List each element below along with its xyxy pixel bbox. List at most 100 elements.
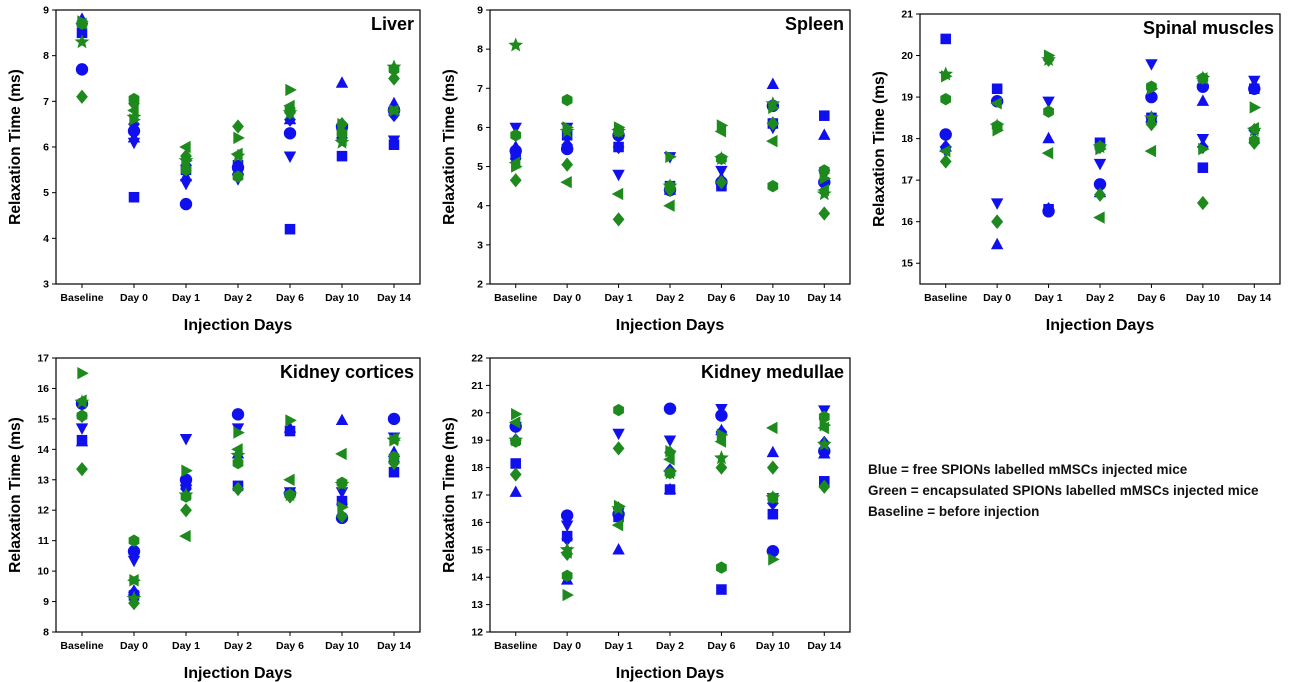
data-point-blue-circle	[663, 402, 677, 415]
data-point-green-triangle-right	[1095, 142, 1107, 156]
data-point-blue-circle	[387, 412, 401, 426]
y-tick-label: 11	[38, 535, 49, 547]
y-tick-label: 3	[477, 239, 483, 251]
data-point-green-hexagon	[940, 92, 952, 106]
data-point-green-triangle-right	[1198, 142, 1210, 156]
x-tick-label: Day 0	[983, 292, 1011, 304]
y-tick-label: 18	[901, 133, 913, 145]
data-point-green-diamond	[715, 175, 728, 190]
x-tick-label: Day 10	[325, 640, 359, 652]
data-point-blue-triangle-down	[715, 404, 728, 416]
y-tick-label: 8	[43, 627, 49, 639]
y-tick-label: 8	[43, 50, 49, 62]
x-tick-label: Day 2	[656, 640, 684, 652]
data-point-blue-triangle-down	[612, 169, 625, 182]
legend-note-baseline: Baseline = before injection	[868, 504, 1040, 519]
x-tick-label: Day 6	[707, 640, 735, 652]
y-tick-label: 6	[43, 142, 49, 154]
data-point-green-diamond	[76, 461, 88, 477]
data-point-green-star	[1144, 110, 1159, 125]
y-tick-label: 18	[471, 462, 483, 474]
data-point-blue-diamond	[1042, 202, 1055, 217]
data-point-blue-square	[510, 458, 521, 469]
data-point-green-triangle-left	[560, 176, 572, 189]
x-tick-label: Day 14	[377, 292, 411, 304]
data-point-green-hexagon	[180, 490, 192, 503]
data-point-green-diamond	[939, 154, 952, 169]
data-point-green-triangle-right	[511, 160, 523, 173]
chart-panel-kidney-cortices: 8 9 10 11 12 13 14 15 16 17 Baseline Day 0 Day 1 Day …	[7, 353, 421, 682]
x-tick-label: Day 6	[276, 292, 304, 304]
chart-title: Kidney medullae	[701, 362, 844, 382]
x-tick-label: Day 1	[172, 640, 200, 652]
data-point-green-triangle-left	[611, 187, 624, 201]
data-point-green-hexagon	[767, 491, 779, 504]
y-tick-label: 9	[43, 5, 49, 17]
data-point-blue-circle	[939, 128, 952, 141]
data-point-green-triangle-left	[335, 447, 347, 461]
data-point-green-diamond	[1196, 195, 1209, 211]
data-point-green-diamond	[991, 214, 1004, 229]
data-point-blue-triangle-down	[715, 165, 728, 178]
y-tick-label: 20	[471, 407, 483, 419]
y-tick-label: 7	[477, 83, 483, 95]
data-point-green-triangle-left	[766, 134, 778, 148]
data-point-green-triangle-right	[77, 367, 89, 380]
data-point-green-hexagon	[664, 179, 676, 193]
data-point-blue-triangle-up	[612, 542, 625, 555]
data-point-green-triangle-left	[817, 183, 829, 197]
data-point-green-triangle-right	[181, 464, 193, 477]
chart-title: Liver	[371, 14, 414, 34]
x-tick-label: Day 0	[553, 292, 581, 304]
data-point-blue-square	[767, 508, 779, 520]
data-point-blue-triangle-up	[75, 434, 89, 447]
data-point-green-triangle-left	[1041, 146, 1054, 160]
x-axis-label: Injection Days	[616, 317, 725, 334]
x-tick-label: Baseline	[494, 640, 537, 652]
plot-frame	[55, 9, 421, 285]
data-point-blue-triangle-up	[818, 128, 831, 140]
y-axis-label: Relaxation Time (ms)	[7, 417, 24, 573]
chart-title: Spleen	[785, 14, 844, 34]
data-point-blue-triangle-down	[127, 555, 141, 568]
y-tick-label: 5	[477, 161, 483, 173]
y-tick-label: 14	[37, 444, 49, 456]
data-point-blue-triangle-down	[335, 487, 349, 499]
chart-panel-liver: 3 4 5 6 7 8 9 Baseline Day 0 Day 1 Day 2 Day 6 Day 1…	[7, 5, 421, 334]
data-point-green-diamond	[232, 481, 244, 497]
data-point-green-hexagon	[128, 534, 140, 547]
y-tick-label: 4	[43, 233, 49, 245]
x-tick-label: Day 10	[756, 292, 790, 304]
data-point-blue-square	[561, 129, 573, 141]
data-point-green-triangle-right	[1249, 101, 1262, 114]
data-point-blue-square	[940, 33, 951, 45]
y-axis-label: Relaxation Time (ms)	[441, 69, 458, 225]
data-point-blue-triangle-down	[509, 122, 522, 135]
y-tick-label: 14	[471, 572, 483, 584]
data-point-blue-triangle-down	[560, 520, 574, 532]
data-point-green-triangle-right	[511, 407, 523, 421]
y-tick-label: 13	[37, 474, 49, 486]
data-point-green-diamond	[561, 157, 574, 172]
data-point-green-triangle-left	[560, 546, 572, 559]
data-point-green-diamond	[818, 206, 831, 221]
y-tick-label: 17	[37, 353, 49, 365]
x-tick-label: Day 14	[807, 640, 841, 652]
data-point-green-triangle-right	[337, 500, 349, 514]
y-tick-label: 22	[471, 353, 483, 365]
data-point-blue-square	[1197, 162, 1209, 173]
data-point-blue-square	[716, 584, 727, 595]
data-point-green-diamond	[509, 467, 522, 482]
chart-panel-spleen: 2 3 4 5 6 7 8 9 Baseline Day 0 Day 1 Day 2 Day 6 Day …	[441, 5, 851, 334]
chart-title: Spinal muscles	[1143, 18, 1274, 38]
data-point-blue-triangle-up	[1196, 94, 1210, 106]
data-point-blue-triangle-down	[1042, 96, 1055, 109]
y-tick-label: 16	[901, 216, 913, 228]
data-point-green-triangle-left	[611, 518, 624, 532]
y-tick-label: 5	[43, 187, 49, 199]
data-point-blue-diamond	[561, 531, 574, 546]
y-tick-label: 10	[37, 566, 49, 578]
data-point-blue-circle	[283, 127, 297, 140]
data-point-blue-triangle-down	[283, 151, 297, 163]
data-point-green-hexagon	[561, 93, 573, 107]
